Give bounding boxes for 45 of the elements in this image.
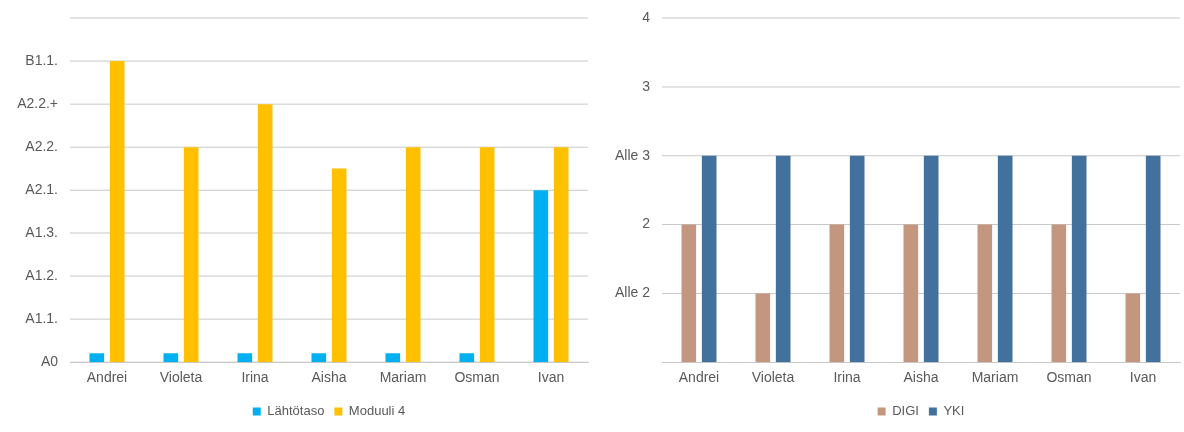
text: Alle 2 [614, 284, 651, 301]
legend-label: Moduuli 4 [348, 403, 406, 419]
bar [533, 190, 549, 363]
ref-line-label: A1.3. [25, 223, 58, 240]
bar [257, 104, 273, 363]
x-tick-label: Osman [454, 369, 500, 386]
ref-line-label: A0 [40, 353, 59, 370]
ref-line-label: A2.2.+ [17, 94, 58, 111]
text: 4 [642, 8, 651, 25]
ref-line-label: A2.2. [25, 138, 58, 155]
x-tick-label: Irina [833, 369, 861, 386]
bar [311, 353, 327, 363]
bar [385, 353, 401, 363]
x-tick-label: Osman [1046, 369, 1092, 386]
text: 2 [642, 215, 651, 232]
bar [405, 147, 421, 363]
ref-line-label: B1.1. [25, 51, 58, 68]
bar [109, 61, 125, 363]
x-tick-label: Andrei [86, 369, 128, 386]
bar [183, 147, 199, 363]
x-tick-label: Ivan [537, 369, 565, 386]
x-tick-label: Violeta [751, 369, 795, 386]
bar [163, 353, 179, 363]
x-tick-label: Mariam [971, 369, 1019, 386]
x-tick-label: Ivan [1129, 369, 1157, 386]
legend-label: Lähtötaso [267, 403, 325, 419]
bar [479, 147, 495, 363]
text: Alle 3 [614, 146, 651, 163]
ref-line-label: A1.2. [25, 266, 58, 283]
text: 3 [642, 77, 651, 94]
x-tick-label: Mariam [379, 369, 427, 386]
bar [331, 168, 347, 363]
x-tick-label: Violeta [159, 369, 203, 386]
bar [553, 147, 569, 363]
x-tick-label: Andrei [678, 369, 720, 386]
ref-line-label: A2.1. [25, 181, 58, 198]
bar [459, 353, 475, 363]
x-tick-label: Irina [241, 369, 269, 386]
bar [237, 353, 253, 363]
legend-label: DIGI [892, 403, 919, 419]
x-tick-label: Aisha [311, 369, 347, 386]
legend-label: YKI [943, 403, 965, 419]
bar [89, 353, 105, 363]
ref-line-label: A1.1. [25, 310, 58, 326]
x-tick-label: Aisha [903, 369, 939, 386]
